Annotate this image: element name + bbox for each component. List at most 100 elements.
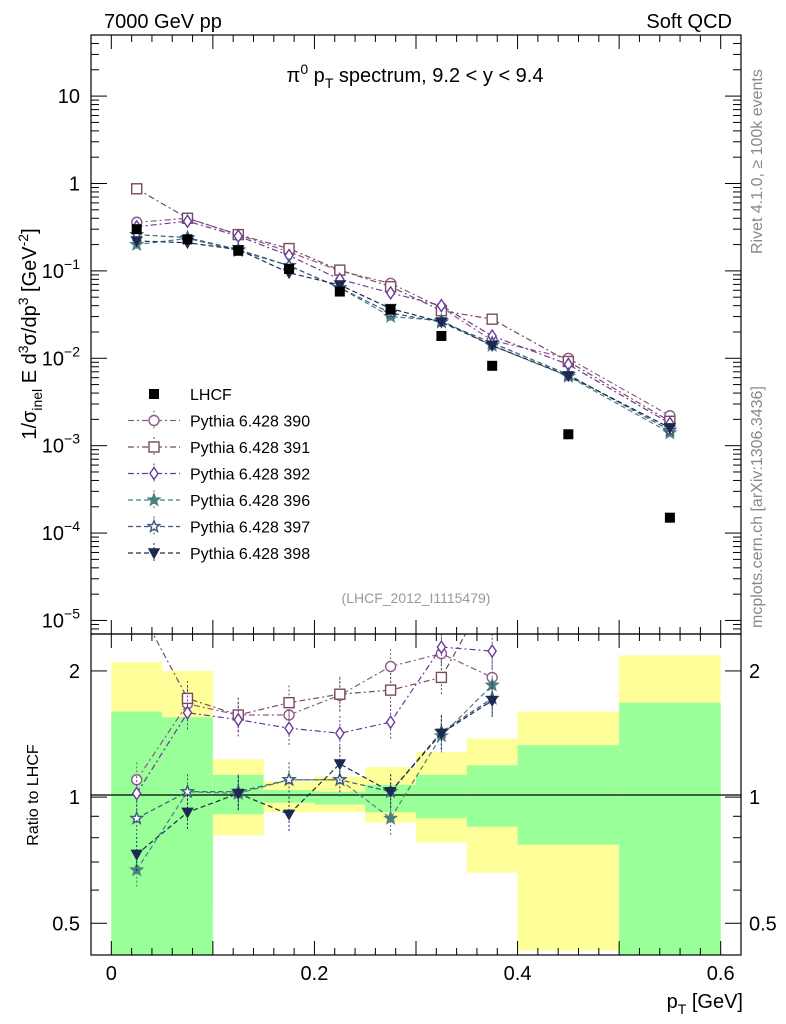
x-tick-label: 0.6: [707, 963, 735, 985]
data-point: [436, 330, 447, 341]
ratio-series-marker: [382, 810, 399, 825]
main-ytick-label-exp: −1: [64, 256, 80, 272]
legend-label: Pythia 6.428 390: [190, 414, 310, 431]
ratio-series-marker: [131, 786, 142, 801]
legend-label: Pythia 6.428 396: [190, 493, 310, 510]
ratio-series-marker: [284, 720, 294, 736]
ratio-band-inner: [416, 774, 467, 819]
ylabel-sup3a: 3: [15, 345, 31, 353]
ratio-series-marker: [385, 714, 396, 730]
ratio-series-marker: [334, 726, 345, 741]
x-tick-label: 0.2: [301, 963, 329, 985]
ylabel-b: E d: [19, 353, 41, 389]
title-subT: T: [325, 75, 334, 91]
legend-label: Pythia 6.428 391: [190, 440, 310, 457]
ratio-series-marker: [384, 787, 397, 799]
legend-data-marker: [149, 389, 159, 399]
ratio-series-marker: [129, 810, 145, 825]
ratio-series-marker: [334, 688, 346, 700]
ratio-ticks: [91, 634, 741, 955]
ratio-ytick-label: 0.5: [52, 913, 80, 935]
ratio-bands: [111, 655, 721, 955]
series-marker: [436, 298, 447, 313]
ratio-series-marker: [435, 671, 448, 684]
main-frame: [90, 34, 742, 635]
series-marker: [486, 313, 498, 325]
x-tick-label: 0.4: [504, 963, 532, 985]
ratio-series-line: [136, 652, 493, 781]
legend-label: Pythia 6.428 392: [190, 467, 310, 484]
series-marker: [333, 280, 347, 292]
title-p: p: [308, 65, 325, 87]
ratio-series-marker: [233, 712, 244, 727]
legend-marker: [146, 518, 162, 534]
ratio-series-marker: [384, 660, 397, 673]
main-ytick-label-base: 10: [42, 436, 64, 458]
ratio-series-marker: [333, 759, 347, 771]
series-marker: [182, 213, 193, 229]
ratio-series-marker: [283, 696, 295, 709]
title-pi: π: [287, 65, 301, 87]
main-ytick-label-base: 10: [42, 610, 64, 632]
title-sup0: 0: [300, 61, 308, 77]
main-ytick-label: 10−2: [42, 343, 80, 370]
side-label-mcplots: mcplots.cern.ch [arXiv:1306.3436]: [749, 386, 766, 628]
ratio-band-inner: [466, 765, 518, 827]
x-tick-label: 0: [106, 963, 117, 985]
ratio-series-line: [136, 646, 493, 794]
ylabel-supm2: -2: [15, 234, 31, 247]
main-ytick-label: 10−3: [42, 431, 80, 458]
legend-marker: [148, 414, 160, 427]
main-ytick-label: 10−1: [42, 256, 80, 283]
header-left: 7000 GeV pp: [104, 11, 222, 33]
header-right: Soft QCD: [646, 11, 732, 33]
data-point: [233, 245, 244, 256]
ratio-series-marker: [485, 695, 499, 707]
data-point: [563, 429, 574, 440]
side-label-rivet: Rivet 4.1.0, ≥ 100k events: [749, 69, 766, 254]
data-point: [131, 224, 142, 235]
series-line: [136, 234, 671, 431]
data-point: [284, 264, 295, 275]
ratio-series-line: [152, 634, 467, 716]
ratio-series-marker: [435, 728, 448, 740]
main-ytick-label: 10−4: [42, 518, 80, 545]
x-axis-label: pT [GeV]: [667, 991, 743, 1017]
ylabel-c: σ/dp: [19, 305, 41, 345]
chart-title: π0 pT spectrum, 9.2 < y < 9.4: [287, 61, 544, 91]
ratio-ytick-label-right: 0.5: [749, 913, 777, 935]
main-data: [131, 224, 675, 523]
ratio-series-line: [136, 699, 493, 855]
series-line: [136, 237, 671, 434]
ratio-panel: 0.5 0.5 1 1 2 2 0 0.2 0.4 0.6 Ratio to LHCF pT […: [25, 633, 777, 1017]
xlabel-subT: T: [678, 1001, 687, 1017]
ratio-series-marker: [487, 643, 498, 659]
series-line: [136, 188, 671, 422]
legend-marker: [149, 466, 159, 481]
main-ytick-label-exp: −3: [64, 431, 80, 447]
ratio-band-inner: [314, 791, 366, 805]
main-y-axis-label: 1/σinel E d3σ/dp3 [GeV-2]: [15, 228, 45, 439]
ratio-frame: [90, 633, 742, 956]
main-ytick-label-base: 10: [42, 523, 64, 545]
main-ytick-label-exp: −5: [64, 605, 80, 621]
legend: LHCF Pythia 6.428 390 Pythia 6.428 391 Pyth…: [128, 387, 310, 563]
ratio-ytick-label: 2: [69, 661, 80, 683]
main-ytick-label-exp: −4: [64, 518, 80, 534]
ratio-ytick-label-right: 1: [749, 787, 760, 809]
ylabel-inel: inel: [29, 389, 45, 411]
series-marker: [435, 317, 448, 329]
ylabel-d: [GeV: [19, 246, 41, 298]
legend-marker: [147, 548, 161, 560]
ratio-ytick-label-right: 2: [749, 661, 760, 683]
main-ytick-label: 10: [58, 86, 80, 108]
ratio-series-marker: [130, 849, 143, 861]
legend-label: Pythia 6.428 397: [190, 520, 310, 537]
data-point: [334, 286, 345, 297]
title-rest: spectrum, 9.2 < y < 9.4: [333, 65, 543, 87]
legend-marker: [146, 492, 162, 507]
ratio-ytick-labels: 0.5 0.5 1 1 2 2: [52, 661, 777, 935]
ratio-band-inner: [162, 717, 213, 955]
